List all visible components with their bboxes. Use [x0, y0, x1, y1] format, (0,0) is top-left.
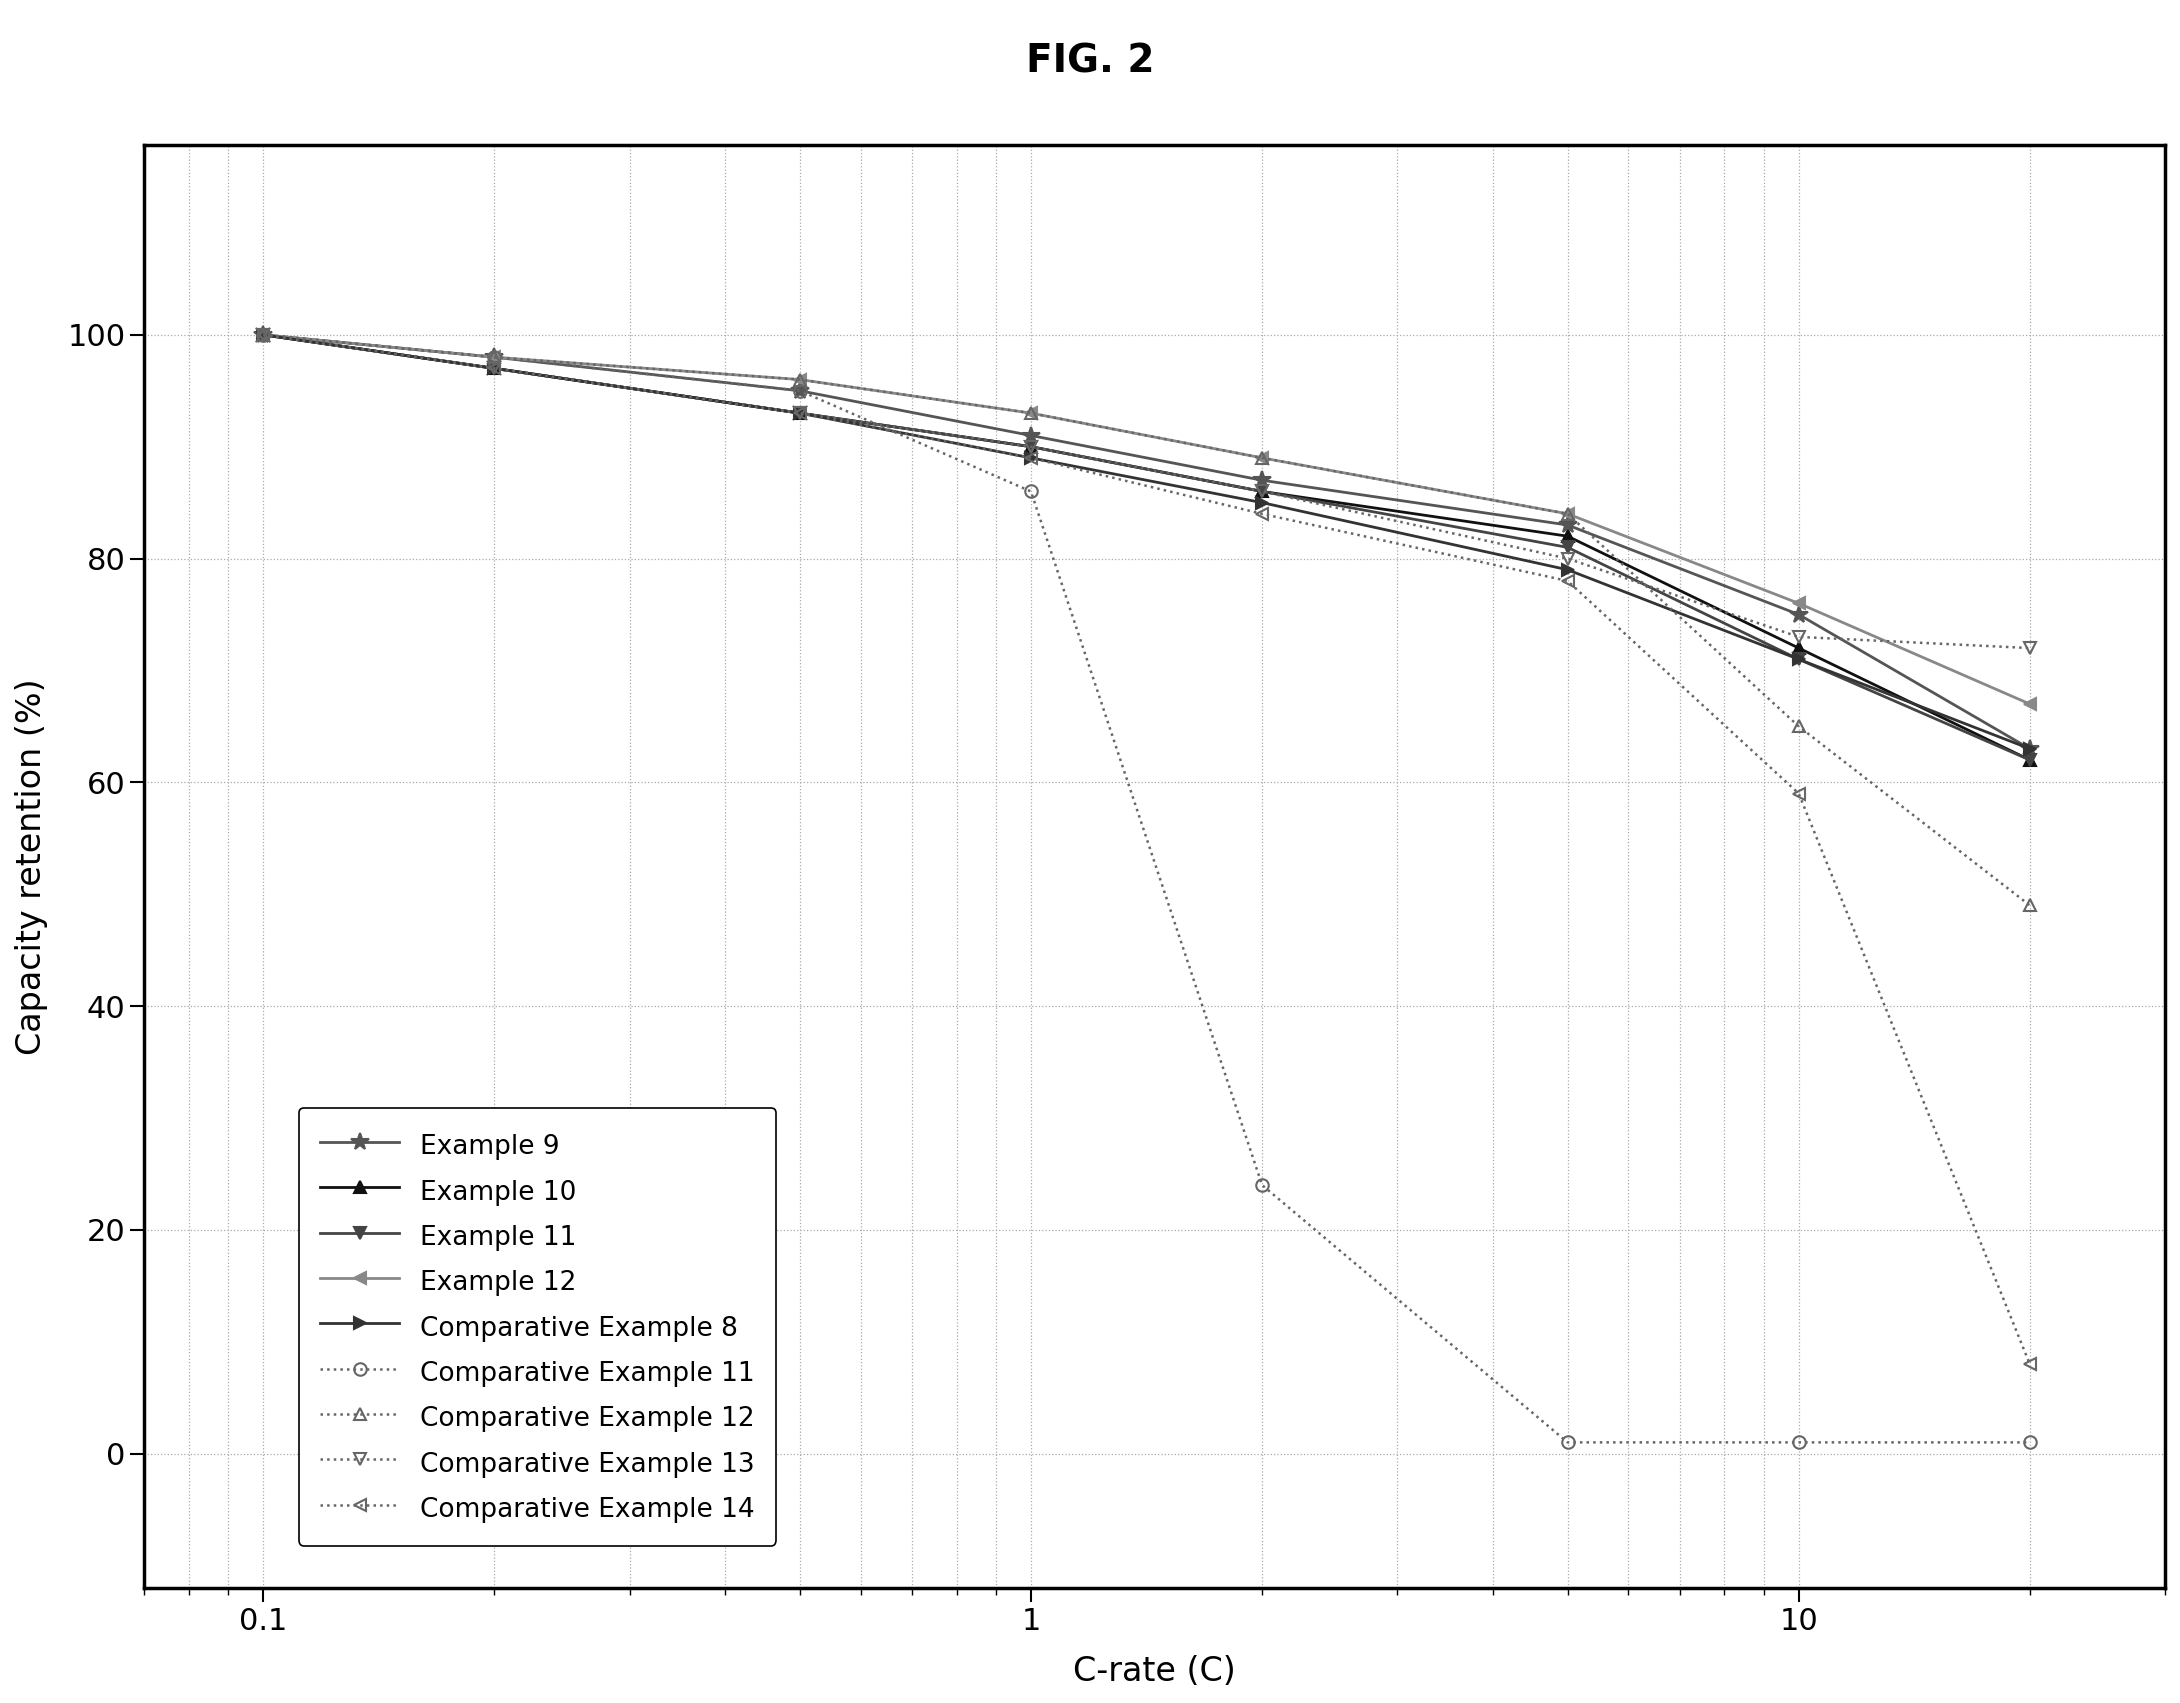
- Example 9: [1018, 426, 1044, 446]
- Comparative Example 11: [1554, 1432, 1580, 1453]
- Line: Example 11: Example 11: [257, 329, 2036, 766]
- Comparative Example 13: [1249, 482, 1275, 502]
- Comparative Example 11: [1249, 1175, 1275, 1196]
- Example 12: [251, 325, 277, 346]
- Comparative Example 13: [251, 325, 277, 346]
- Example 11: [787, 404, 813, 424]
- Example 10: [251, 325, 277, 346]
- Line: Example 9: Example 9: [255, 325, 2038, 758]
- Comparative Example 13: [1785, 627, 1812, 647]
- Line: Comparative Example 13: Comparative Example 13: [257, 329, 2036, 654]
- Comparative Example 12: [1018, 404, 1044, 424]
- Line: Comparative Example 12: Comparative Example 12: [257, 329, 2036, 911]
- Comparative Example 11: [482, 347, 508, 368]
- Y-axis label: Capacity retention (%): Capacity retention (%): [15, 678, 48, 1054]
- Comparative Example 8: [1249, 492, 1275, 513]
- Example 11: [1554, 536, 1580, 557]
- Example 11: [2016, 749, 2043, 770]
- Comparative Example 13: [2016, 639, 2043, 659]
- Comparative Example 8: [251, 325, 277, 346]
- Example 9: [251, 325, 277, 346]
- Example 10: [1785, 639, 1812, 659]
- Example 12: [482, 347, 508, 368]
- Comparative Example 11: [251, 325, 277, 346]
- Text: FIG. 2: FIG. 2: [1027, 43, 1153, 80]
- Comparative Example 14: [1785, 783, 1812, 804]
- Comparative Example 8: [1554, 560, 1580, 581]
- Comparative Example 14: [787, 404, 813, 424]
- Line: Example 10: Example 10: [257, 329, 2036, 766]
- Comparative Example 12: [482, 347, 508, 368]
- Comparative Example 8: [1018, 448, 1044, 468]
- Example 11: [1018, 436, 1044, 456]
- Example 10: [1018, 436, 1044, 456]
- Example 10: [1554, 526, 1580, 547]
- Comparative Example 11: [1785, 1432, 1812, 1453]
- Comparative Example 12: [1554, 504, 1580, 525]
- Example 12: [1554, 504, 1580, 525]
- Example 9: [1785, 605, 1812, 625]
- Example 11: [251, 325, 277, 346]
- Line: Comparative Example 11: Comparative Example 11: [257, 329, 2036, 1449]
- Comparative Example 13: [787, 404, 813, 424]
- Legend: Example 9, Example 10, Example 11, Example 12, Comparative Example 8, Comparativ: Example 9, Example 10, Example 11, Examp…: [299, 1109, 776, 1546]
- Example 9: [787, 380, 813, 400]
- Comparative Example 13: [1554, 548, 1580, 569]
- Comparative Example 8: [2016, 739, 2043, 760]
- Example 12: [1249, 448, 1275, 468]
- Example 11: [1249, 482, 1275, 502]
- Example 12: [2016, 693, 2043, 714]
- Example 10: [1249, 482, 1275, 502]
- Comparative Example 11: [1018, 482, 1044, 502]
- Comparative Example 11: [2016, 1432, 2043, 1453]
- Comparative Example 12: [2016, 896, 2043, 916]
- Comparative Example 12: [251, 325, 277, 346]
- Comparative Example 14: [1249, 504, 1275, 525]
- X-axis label: C-rate (C): C-rate (C): [1073, 1655, 1236, 1688]
- Comparative Example 8: [1785, 649, 1812, 669]
- Example 9: [1554, 514, 1580, 535]
- Comparative Example 8: [787, 404, 813, 424]
- Comparative Example 12: [1249, 448, 1275, 468]
- Example 10: [2016, 749, 2043, 770]
- Example 9: [2016, 739, 2043, 760]
- Comparative Example 13: [482, 358, 508, 378]
- Comparative Example 14: [1554, 571, 1580, 591]
- Example 11: [1785, 649, 1812, 669]
- Example 10: [482, 358, 508, 378]
- Line: Example 12: Example 12: [257, 329, 2036, 710]
- Comparative Example 14: [251, 325, 277, 346]
- Comparative Example 8: [482, 358, 508, 378]
- Comparative Example 12: [1785, 717, 1812, 737]
- Example 12: [1785, 593, 1812, 613]
- Comparative Example 11: [787, 380, 813, 400]
- Example 11: [482, 358, 508, 378]
- Comparative Example 13: [1018, 436, 1044, 456]
- Example 12: [787, 370, 813, 390]
- Line: Comparative Example 8: Comparative Example 8: [257, 329, 2036, 754]
- Comparative Example 14: [2016, 1354, 2043, 1374]
- Example 12: [1018, 404, 1044, 424]
- Line: Comparative Example 14: Comparative Example 14: [257, 329, 2036, 1371]
- Comparative Example 14: [1018, 448, 1044, 468]
- Example 10: [787, 404, 813, 424]
- Example 9: [1249, 470, 1275, 490]
- Comparative Example 14: [482, 358, 508, 378]
- Comparative Example 12: [787, 370, 813, 390]
- Example 9: [482, 347, 508, 368]
